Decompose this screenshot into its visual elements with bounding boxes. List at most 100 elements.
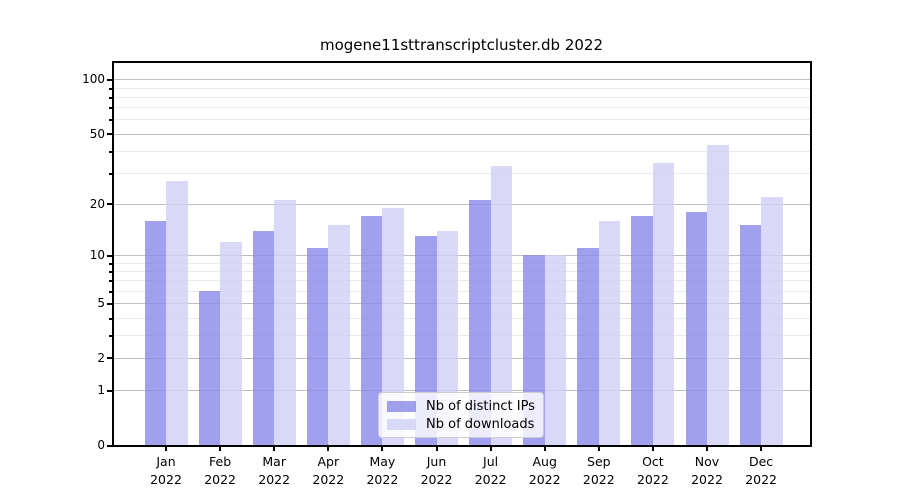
bar-distinct-ips-apr [306,248,329,445]
bar-downloads-jun [436,230,458,445]
y-axis-tick-label: 1 [97,383,105,398]
x-axis-tick-label: Aug 2022 [515,453,575,489]
x-label-line: 2022 [312,472,345,488]
bar-distinct-ips-oct [631,216,653,445]
bar-downloads-oct [652,163,675,445]
bar-downloads-aug [544,255,567,445]
y-minor-gridline [113,270,810,272]
x-label-line: 2022 [528,472,561,488]
legend: Nb of distinct IPs Nb of downloads [378,392,544,438]
y-minor-gridline [113,317,810,319]
x-label-line: Sep [587,454,611,469]
legend-label-downloads: Nb of downloads [426,416,535,432]
y-minor-tick [109,262,113,265]
x-axis-tick [760,446,763,451]
y-axis-tick-label: 0 [97,438,105,452]
y-major-tick [107,254,113,257]
x-axis-tick [597,446,600,451]
y-minor-gridline [113,96,810,98]
x-axis-tick [435,446,438,451]
x-axis-tick-label: Oct 2022 [623,453,683,489]
y-major-gridline [113,390,810,392]
y-axis-tick-label: 5 [97,296,105,311]
bar-downloads-dec [761,196,783,445]
x-axis-tick-label: Nov 2022 [677,453,737,489]
x-label-line: Oct [642,454,664,469]
y-major-tick [107,444,113,447]
x-label-line: Feb [209,454,232,469]
x-axis-tick [273,446,276,451]
y-minor-tick [109,270,113,273]
y-minor-tick [109,317,113,320]
y-minor-tick [109,335,113,338]
y-minor-tick [109,173,113,176]
y-minor-tick [109,150,113,153]
y-major-gridline [113,303,810,305]
bar-downloads-mar [274,200,296,445]
y-axis-tick-label: 50 [89,126,105,141]
legend-swatch-downloads [387,418,416,430]
x-label-line: Aug [532,454,557,469]
x-axis-tick [219,446,222,451]
x-label-line: Jun [426,454,447,469]
bar-downloads-nov [707,145,729,445]
bar-distinct-ips-mar [252,230,275,445]
bar-downloads-sep [598,220,621,445]
x-axis-tick-label: Feb 2022 [190,453,250,489]
y-major-tick [107,389,113,392]
y-minor-gridline [113,280,810,282]
y-major-tick [107,357,113,360]
x-label-line: 2022 [150,472,182,488]
legend-swatch-distinct-ips [387,400,416,412]
y-minor-tick [109,107,113,110]
x-axis-tick [165,446,167,451]
legend-entry-distinct-ips: Nb of distinct IPs [387,399,535,414]
x-label-line: May [369,454,396,469]
y-minor-gridline [113,107,810,109]
x-axis-tick [327,446,330,451]
x-label-line: 2022 [420,472,453,488]
x-axis-tick [706,446,708,451]
x-axis-tick [651,446,654,451]
x-axis-tick [543,446,546,451]
x-axis-tick-label: Mar 2022 [244,453,304,489]
x-label-line: Jan [156,454,176,469]
x-axis-tick-label: May 2022 [352,453,412,489]
x-label-line: Jul [483,454,499,469]
legend-entry-downloads: Nb of downloads [387,417,535,432]
y-axis-tick-label: 10 [89,248,105,263]
y-major-gridline [113,203,810,205]
y-minor-tick [109,96,113,99]
bar-downloads-jan [166,181,188,445]
x-axis-tick [489,446,492,451]
y-major-gridline [113,79,810,81]
bar-distinct-ips-dec [739,225,762,445]
y-major-tick [107,203,113,206]
y-axis-tick-label: 20 [89,196,105,211]
y-minor-tick [109,119,113,122]
x-axis-tick-label: Dec 2022 [731,453,791,489]
chart-title: mogene11sttranscriptcluster.db 2022 [320,36,603,54]
x-label-line: Apr [317,454,340,469]
bar-distinct-ips-jan [144,220,166,445]
x-label-line: Dec [748,454,774,469]
y-minor-gridline [113,262,810,264]
y-minor-tick [109,87,113,90]
y-minor-gridline [113,173,810,175]
x-label-line: 2022 [745,472,777,488]
y-minor-tick [109,290,113,293]
bar-downloads-apr [328,225,350,445]
bar-distinct-ips-nov [685,211,707,445]
legend-label-distinct-ips: Nb of distinct IPs [426,398,535,414]
x-label-line: Mar [262,454,286,469]
x-label-line: 2022 [366,472,399,488]
y-minor-tick [109,280,113,283]
x-label-line: 2022 [258,472,291,488]
y-axis-tick-label: 2 [97,350,105,365]
x-label-line: 2022 [204,472,236,488]
y-axis-tick-label: 100 [82,72,105,87]
y-minor-gridline [113,150,810,152]
bar-distinct-ips-feb [198,290,221,445]
y-minor-gridline [113,119,810,121]
